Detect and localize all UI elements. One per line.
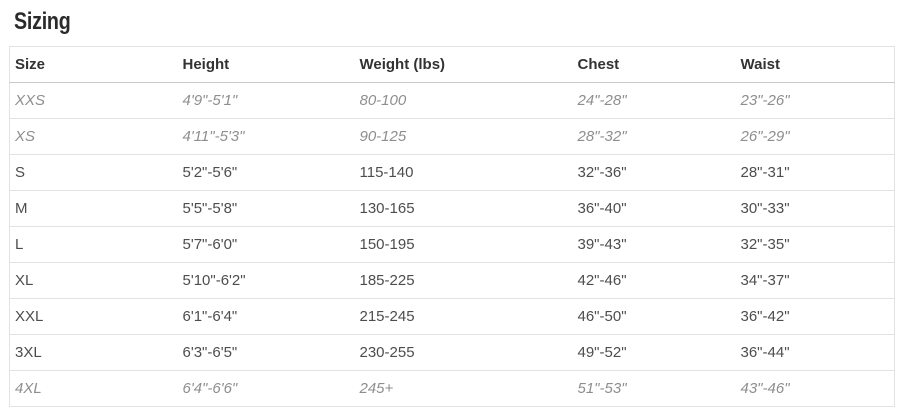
cell-weight: 245+ <box>354 370 573 407</box>
cell-chest: 24"-28" <box>572 82 736 119</box>
cell-size: L <box>9 226 178 263</box>
column-header-weight: Weight (lbs) <box>354 46 573 83</box>
column-header-chest: Chest <box>572 46 736 83</box>
cell-height: 6'3"-6'5" <box>177 334 355 371</box>
cell-chest: 42"-46" <box>572 262 736 299</box>
table-row-s: S 5'2"-5'6" 115-140 32"-36" 28"-31" <box>9 154 895 191</box>
cell-chest: 46"-50" <box>572 298 736 335</box>
cell-chest: 39"-43" <box>572 226 736 263</box>
cell-size: 3XL <box>9 334 178 371</box>
cell-waist: 23"-26" <box>735 82 895 119</box>
cell-waist: 28"-31" <box>735 154 895 191</box>
cell-size: M <box>9 190 178 227</box>
cell-waist: 34"-37" <box>735 262 895 299</box>
table-row-xs: XS 4'11"-5'3" 90-125 28"-32" 26"-29" <box>9 118 895 155</box>
cell-weight: 115-140 <box>354 154 573 191</box>
cell-chest: 28"-32" <box>572 118 736 155</box>
cell-weight: 150-195 <box>354 226 573 263</box>
cell-chest: 51"-53" <box>572 370 736 407</box>
page-title: Sizing <box>14 8 71 35</box>
cell-waist: 43"-46" <box>735 370 895 407</box>
cell-height: 5'5"-5'8" <box>177 190 355 227</box>
table-header-row: Size Height Weight (lbs) Chest Waist <box>9 46 895 83</box>
cell-size: S <box>9 154 178 191</box>
cell-chest: 32"-36" <box>572 154 736 191</box>
table-row-3xl: 3XL 6'3"-6'5" 230-255 49"-52" 36"-44" <box>9 334 895 371</box>
cell-waist: 36"-44" <box>735 334 895 371</box>
table-row-xl: XL 5'10"-6'2" 185-225 42"-46" 34"-37" <box>9 262 895 299</box>
cell-weight: 90-125 <box>354 118 573 155</box>
cell-height: 5'2"-5'6" <box>177 154 355 191</box>
column-header-waist: Waist <box>735 46 895 83</box>
cell-waist: 26"-29" <box>735 118 895 155</box>
cell-size: XL <box>9 262 178 299</box>
cell-height: 6'1"-6'4" <box>177 298 355 335</box>
cell-size: XXS <box>9 82 178 119</box>
cell-waist: 30"-33" <box>735 190 895 227</box>
table-row-l: L 5'7"-6'0" 150-195 39"-43" 32"-35" <box>9 226 895 263</box>
column-header-height: Height <box>177 46 355 83</box>
cell-weight: 230-255 <box>354 334 573 371</box>
cell-weight: 215-245 <box>354 298 573 335</box>
cell-chest: 49"-52" <box>572 334 736 371</box>
column-header-size: Size <box>9 46 178 83</box>
table-row-4xl: 4XL 6'4"-6'6" 245+ 51"-53" 43"-46" <box>9 370 895 407</box>
cell-weight: 80-100 <box>354 82 573 119</box>
cell-size: XS <box>9 118 178 155</box>
sizing-table: Size Height Weight (lbs) Chest Waist XXS… <box>9 46 895 407</box>
cell-waist: 32"-35" <box>735 226 895 263</box>
table-row-xxl: XXL 6'1"-6'4" 215-245 46"-50" 36"-42" <box>9 298 895 335</box>
cell-weight: 185-225 <box>354 262 573 299</box>
cell-weight: 130-165 <box>354 190 573 227</box>
cell-size: XXL <box>9 298 178 335</box>
cell-height: 4'9"-5'1" <box>177 82 355 119</box>
cell-chest: 36"-40" <box>572 190 736 227</box>
cell-height: 5'7"-6'0" <box>177 226 355 263</box>
table-row-xxs: XXS 4'9"-5'1" 80-100 24"-28" 23"-26" <box>9 82 895 119</box>
cell-height: 5'10"-6'2" <box>177 262 355 299</box>
cell-waist: 36"-42" <box>735 298 895 335</box>
cell-height: 4'11"-5'3" <box>177 118 355 155</box>
cell-size: 4XL <box>9 370 178 407</box>
cell-height: 6'4"-6'6" <box>177 370 355 407</box>
table-row-m: M 5'5"-5'8" 130-165 36"-40" 30"-33" <box>9 190 895 227</box>
